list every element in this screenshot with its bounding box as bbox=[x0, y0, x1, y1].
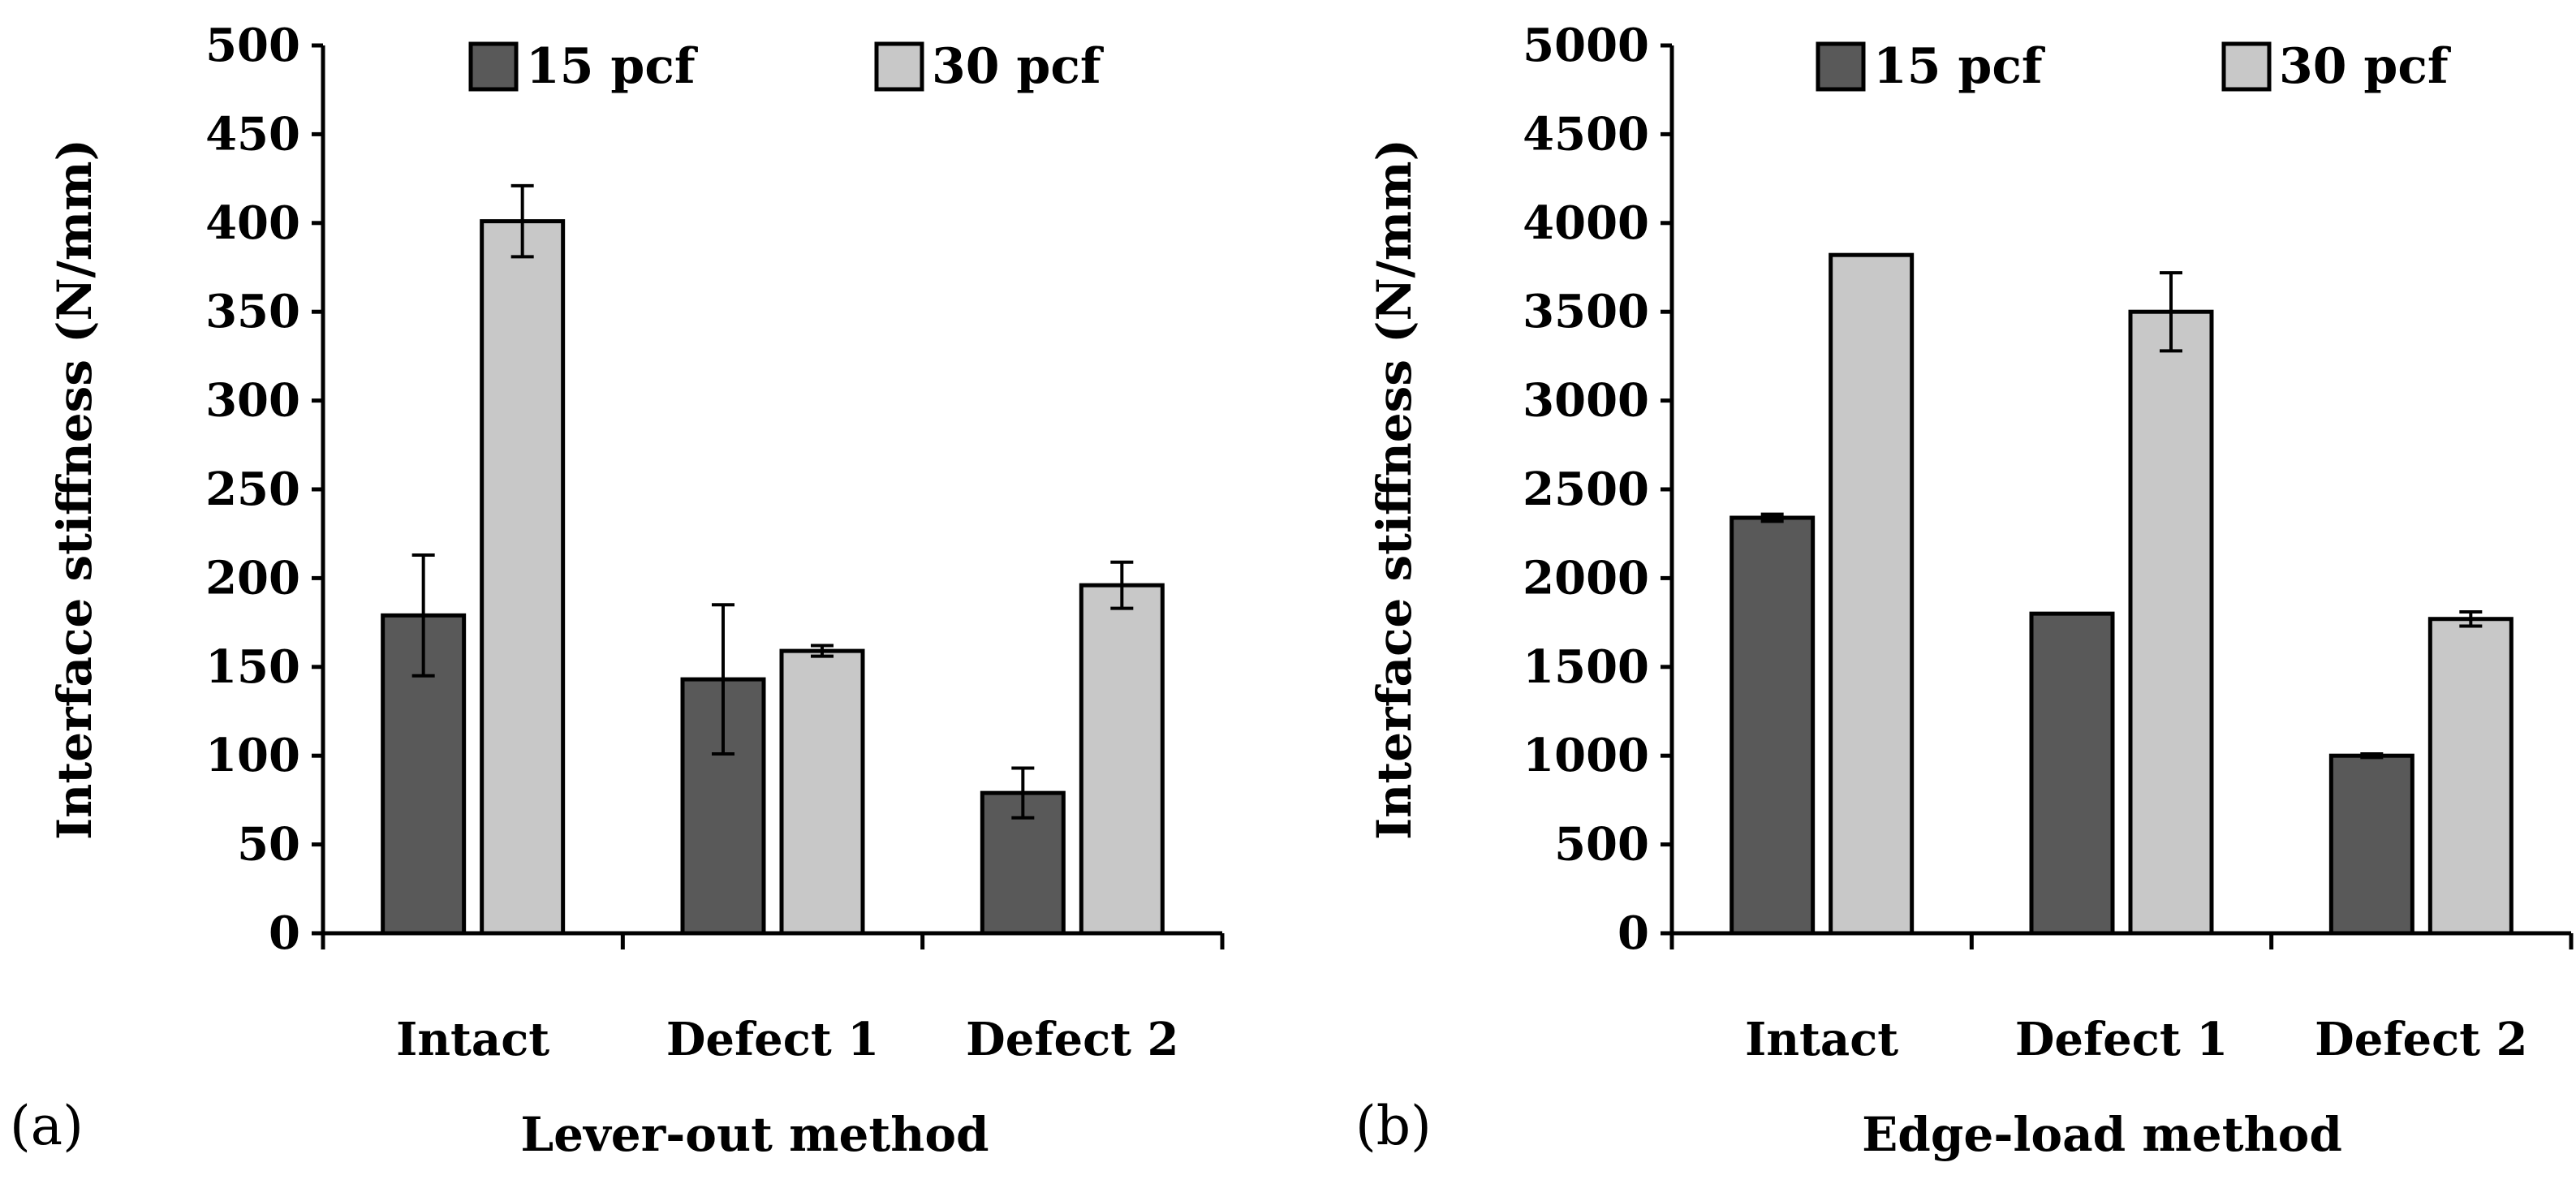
y-axis-title: Interface stiffness (N/mm) bbox=[47, 139, 102, 840]
x-tick-label: Defect 1 bbox=[666, 1013, 879, 1066]
y-tick-label: 250 bbox=[205, 463, 300, 516]
legend-swatch-15-pcf bbox=[468, 41, 519, 92]
y-tick-label: 500 bbox=[1554, 818, 1649, 872]
legend-swatch-30-pcf bbox=[2221, 41, 2272, 92]
x-tick-label: Intact bbox=[1745, 1013, 1898, 1066]
bar-15-pcf-intact bbox=[1730, 515, 1816, 936]
y-tick-label: 300 bbox=[205, 374, 300, 428]
y-tick-label: 3000 bbox=[1523, 374, 1649, 428]
x-axis-title: Lever-out method bbox=[520, 1107, 989, 1162]
y-tick-label: 4000 bbox=[1523, 196, 1649, 250]
bar-30-pcf-defect-2 bbox=[1079, 583, 1165, 936]
y-tick-label: 2000 bbox=[1523, 551, 1649, 605]
legend-label: 30 pcf bbox=[2279, 38, 2452, 95]
y-tick-label: 450 bbox=[205, 107, 300, 161]
y-tick-label: 2500 bbox=[1523, 463, 1649, 516]
y-tick-label: 0 bbox=[1618, 906, 1649, 960]
legend-swatch-30-pcf bbox=[874, 41, 924, 92]
y-tick-label: 200 bbox=[205, 551, 300, 605]
y-tick-label: 500 bbox=[205, 19, 300, 72]
y-tick-label: 1500 bbox=[1523, 640, 1649, 694]
x-axis-title: Edge-load method bbox=[1862, 1107, 2342, 1162]
panel-label: (b) bbox=[1355, 1095, 1432, 1157]
y-tick-label: 5000 bbox=[1523, 19, 1649, 72]
legend-label: 30 pcf bbox=[932, 38, 1105, 95]
bar-15-pcf-defect-1 bbox=[2029, 611, 2115, 936]
bar-15-pcf-defect-2 bbox=[2328, 753, 2414, 936]
y-tick-label: 50 bbox=[237, 818, 300, 872]
legend-swatch-15-pcf bbox=[1816, 41, 1866, 92]
y-tick-label: 0 bbox=[269, 906, 300, 960]
bar-30-pcf-defect-1 bbox=[2128, 309, 2214, 936]
bar-30-pcf-defect-1 bbox=[779, 648, 865, 936]
chart-panel-edge-load: 0 500 1000 1500 2000 2500 3000 3500 4000 4500 5000… bbox=[1355, 19, 2574, 1162]
legend-label: 15 pcf bbox=[526, 38, 699, 95]
y-tick-label: 400 bbox=[205, 196, 300, 250]
x-tick-label: Defect 1 bbox=[2015, 1013, 2228, 1066]
legend-label: 15 pcf bbox=[1873, 38, 2046, 95]
bar-30-pcf-intact bbox=[1829, 252, 1915, 936]
bar-30-pcf-intact bbox=[480, 219, 566, 936]
y-tick-label: 4500 bbox=[1523, 107, 1649, 161]
chart-panel-lever-out: 0 50 100 150 200 250 300 350 400 450 500 Intact Defe… bbox=[10, 19, 1225, 1162]
x-tick-label: Defect 2 bbox=[966, 1013, 1178, 1066]
panel-label: (a) bbox=[10, 1095, 84, 1157]
bar-30-pcf-defect-2 bbox=[2427, 617, 2514, 936]
y-tick-label: 350 bbox=[205, 285, 300, 338]
y-tick-label: 1000 bbox=[1523, 729, 1649, 782]
y-tick-label: 150 bbox=[205, 640, 300, 694]
y-tick-label: 100 bbox=[205, 729, 300, 782]
y-axis-title: Interface stiffness (N/mm) bbox=[1367, 139, 1422, 840]
x-tick-label: Intact bbox=[396, 1013, 549, 1066]
x-tick-label: Defect 2 bbox=[2315, 1013, 2527, 1066]
y-tick-label: 3500 bbox=[1523, 285, 1649, 338]
